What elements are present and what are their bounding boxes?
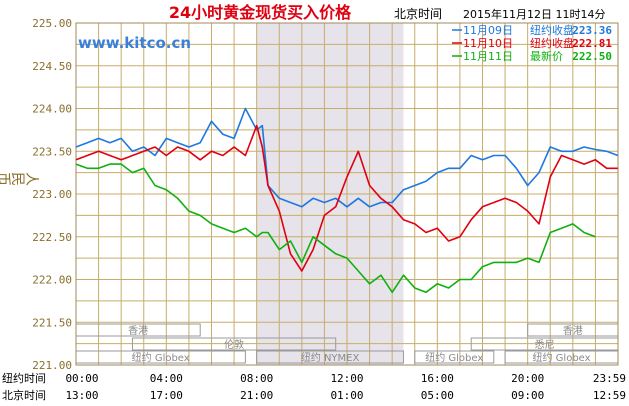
legend-label: 最新价 — [530, 49, 563, 63]
session-band — [414, 350, 495, 364]
session-label: 悉尼 — [535, 339, 555, 351]
plot-frame — [75, 22, 619, 366]
session-label: 纽约 NYMEX — [301, 351, 360, 364]
timestamp-label: 2015年11月12日 11时14分 — [463, 7, 605, 21]
x-tick-ny: 04:00 — [150, 372, 183, 385]
y-tick-label: 222.50 — [32, 231, 72, 244]
chart-title: 24小时黄金现货买入价格 — [169, 3, 352, 22]
x-tick-bj: 09:00 — [511, 389, 544, 402]
x-tick-ny: 08:00 — [240, 372, 273, 385]
y-tick-label: 221.50 — [32, 316, 72, 329]
y-tick-label: 222.00 — [32, 274, 72, 287]
x-tick-ny: 16:00 — [421, 372, 454, 385]
legend-value: 222.50 — [572, 50, 612, 63]
session-band — [131, 337, 337, 351]
x-tick-ny: 00:00 — [65, 372, 98, 385]
session-label: 伦敦 — [224, 338, 244, 351]
y-tick-label: 223.50 — [32, 145, 72, 158]
legend-date: 11月10日 — [463, 37, 513, 50]
legend-label: 纽约收盘 — [530, 36, 574, 50]
series-line-3 — [75, 163, 596, 294]
x-tick-ny: 23:59 — [593, 372, 626, 385]
legend-value: 223.36 — [572, 24, 612, 37]
x-tick-bj: 21:00 — [240, 389, 273, 402]
y-tick-label: 225.00 — [32, 17, 72, 30]
y-tick-label: 224.50 — [32, 60, 72, 73]
session-band — [256, 350, 404, 364]
x-tick-ny: 20:00 — [511, 372, 544, 385]
session-label: 纽约 Globex — [132, 351, 190, 364]
watermark-url: www.kitco.cn — [78, 34, 191, 52]
series-line-2 — [75, 124, 618, 272]
x-tick-bj: 05:00 — [421, 389, 454, 402]
legend-date: 11月11日 — [463, 50, 513, 63]
y-axis-title: 人民币/克 — [0, 170, 39, 186]
x-tick-bj: 17:00 — [150, 389, 183, 402]
legend-value: 222.81 — [572, 37, 612, 50]
legend-label: 纽约收盘 — [530, 23, 574, 37]
x-tick-bj: 13:00 — [65, 389, 98, 402]
session-label: 香港 — [128, 325, 148, 337]
x-tick-ny: 12:00 — [330, 372, 363, 385]
series-line-1 — [75, 107, 619, 208]
y-tick-label: 223.00 — [32, 188, 72, 201]
y-tick-label: 221.00 — [32, 359, 72, 372]
region-label: 北京时间 — [394, 7, 442, 21]
x-tick-bj: 01:00 — [330, 389, 363, 402]
x-tick-bj: 12:59 — [593, 389, 626, 402]
session-label: 纽约 Globex — [533, 351, 591, 364]
y-axis-label: 人民币/克 — [0, 170, 39, 186]
session-label: 香港 — [563, 325, 583, 337]
series-lines — [75, 107, 619, 294]
y-tick-label: 224.00 — [32, 103, 72, 116]
legend-date: 11月09日 — [463, 24, 513, 37]
y-tick-labels: 225.00 224.50 224.00 223.50 223.00 222.50 222.… — [32, 17, 72, 372]
x-row-label-bj: 北京时间 — [2, 388, 46, 402]
session-label: 纽约 Globex — [425, 351, 483, 364]
x-row-label-ny: 纽约时间 — [2, 371, 46, 385]
